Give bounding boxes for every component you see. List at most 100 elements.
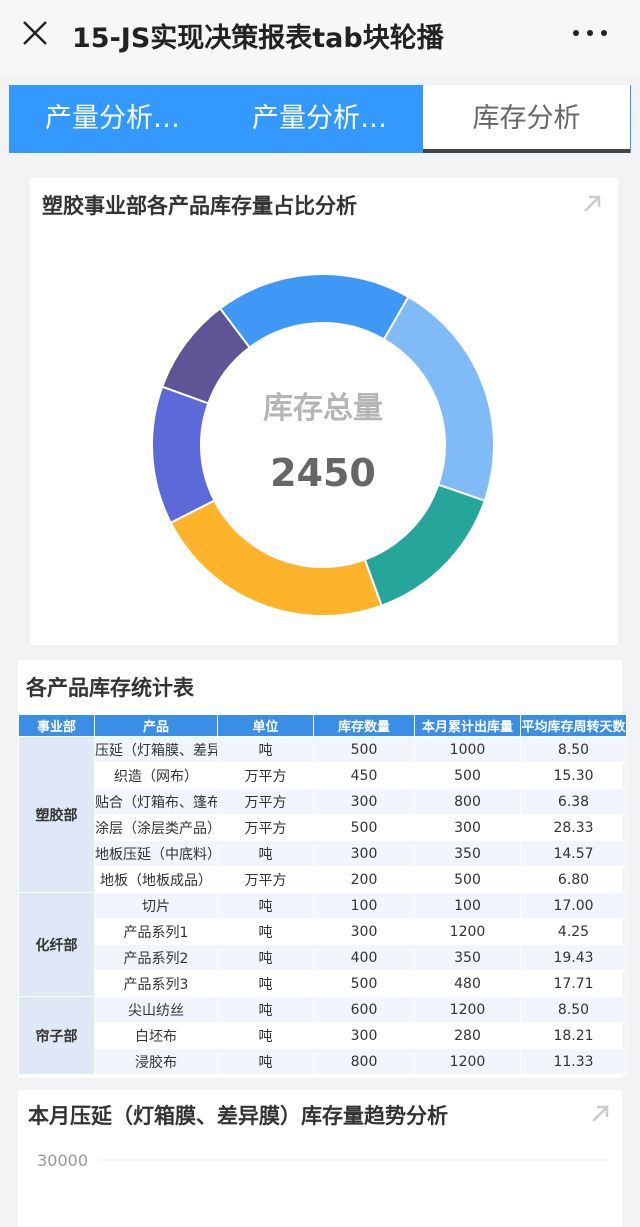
table-row: 产品系列3 吨 500 480 17.71 xyxy=(19,970,627,997)
table-cell: 15.30 xyxy=(520,762,627,789)
table-row: 浸胶布吨 800 1200 11.33 xyxy=(19,1048,627,1075)
card-title: 塑胶事业部各产品库存量占比分析 xyxy=(42,194,357,218)
table-cell: 6.38 xyxy=(520,788,627,815)
table-cell: 500 xyxy=(313,970,415,997)
table-row: 帘子部 尖山纺丝吨 600 1200 8.50 xyxy=(18,996,627,1075)
column-header: 单位 xyxy=(217,714,314,737)
table-cell: 吨 xyxy=(217,918,314,945)
table-cell: 织造（网布） xyxy=(94,762,218,789)
donut-segment xyxy=(169,499,383,617)
table-cell: 280 xyxy=(414,1022,521,1049)
column-header: 库存数量 xyxy=(313,714,415,737)
table-cell: 8.50 xyxy=(520,736,627,763)
donut-segment xyxy=(218,273,410,349)
table-row: 涂层（涂层类产品） 万平方 500 300 28.33 xyxy=(19,814,627,841)
table-cell: 压延（灯箱膜、差异膜） xyxy=(94,736,218,763)
group-cell: 塑胶部 xyxy=(18,736,95,893)
table-cell: 18.21 xyxy=(520,1022,627,1049)
table-cell: 涂层（涂层类产品） xyxy=(94,814,218,841)
trend-chart: 30000 xyxy=(37,1151,608,1170)
y-tick-label: 30000 xyxy=(37,1151,88,1170)
donut-segment xyxy=(151,385,216,525)
table-cell: 300 xyxy=(313,840,415,867)
table-row: 化纤部 切片吨 100 100 17.00 xyxy=(18,892,627,997)
table-cell: 17.71 xyxy=(520,970,627,997)
table-cell: 14.57 xyxy=(520,840,627,867)
more-icon[interactable] xyxy=(572,28,608,38)
table-cell: 1200 xyxy=(414,996,521,1023)
group-cell: 化纤部 xyxy=(18,892,95,997)
table-cell: 600 xyxy=(313,996,415,1023)
table-cell: 产品系列1 xyxy=(94,918,218,945)
table-cell: 300 xyxy=(313,788,415,815)
table-cell: 19.43 xyxy=(520,944,627,971)
table-cell: 尖山纺丝 xyxy=(94,996,218,1023)
page-title: 15-JS实现决策报表tab块轮播 xyxy=(72,23,444,54)
tab[interactable]: 库存分析 xyxy=(423,85,630,153)
header-row: 事业部 产品 单位 库存数量 本月累计出库量 平均库存周转天数 xyxy=(18,714,627,737)
donut-segment xyxy=(363,483,486,607)
expand-icon[interactable] xyxy=(582,194,602,214)
column-header: 事业部 xyxy=(18,714,95,737)
table-cell: 350 xyxy=(414,840,521,867)
table-cell: 450 xyxy=(313,762,415,789)
table-cell: 吨 xyxy=(217,1048,314,1075)
table-cell: 吨 xyxy=(217,970,314,997)
donut-chart: 库存总量 2450 xyxy=(151,273,495,617)
table-row: 白坯布吨 300 280 18.21 xyxy=(19,1022,627,1049)
table-cell: 地板（地板成品） xyxy=(94,866,218,893)
table-cell: 480 xyxy=(414,970,521,997)
table-cell: 吨 xyxy=(217,944,314,971)
table-cell: 贴合（灯箱布、篷布） xyxy=(94,788,218,815)
table-cell: 300 xyxy=(313,1022,415,1049)
trend-card: 本月压延（灯箱膜、差异膜）库存量趋势分析 30000 xyxy=(18,1090,622,1227)
table-cell: 吨 xyxy=(217,840,314,867)
stock-table: 事业部产品单位库存数量本月累计出库量平均库存周转天数塑胶部压延（灯箱膜、差异膜）… xyxy=(18,714,627,1075)
table-cell: 100 xyxy=(414,892,521,919)
table-cell: 17.00 xyxy=(520,892,627,919)
close-icon[interactable] xyxy=(22,20,48,46)
table-row: 地板压延（中底料）吨 300 350 14.57 xyxy=(19,840,627,867)
table-cell: 300 xyxy=(414,814,521,841)
table-cell: 8.50 xyxy=(520,996,627,1023)
expand-icon[interactable] xyxy=(590,1104,610,1124)
table-cell: 11.33 xyxy=(520,1048,627,1075)
table-cell: 800 xyxy=(414,788,521,815)
column-header: 产品 xyxy=(94,714,218,737)
column-header: 平均库存周转天数 xyxy=(520,714,627,737)
group-cell: 帘子部 xyxy=(18,996,95,1075)
tab[interactable]: 产量分析… xyxy=(45,103,180,134)
table-cell: 500 xyxy=(414,866,521,893)
table-row: 产品系列1 吨 300 1200 4.25 xyxy=(19,918,627,945)
table-cell: 200 xyxy=(313,866,415,893)
center-label: 库存总量 xyxy=(263,391,383,426)
table-cell: 500 xyxy=(313,814,415,841)
table-row: 织造（网布） 万平方 450 500 15.30 xyxy=(19,762,627,789)
table-cell: 4.25 xyxy=(520,918,627,945)
table-cell: 浸胶布 xyxy=(94,1048,218,1075)
table-row: 地板（地板成品） 万平方 200 500 6.80 xyxy=(19,866,627,893)
table-cell: 400 xyxy=(313,944,415,971)
table-cell: 产品系列2 xyxy=(94,944,218,971)
table-cell: 白坯布 xyxy=(94,1022,218,1049)
table-cell: 万平方 xyxy=(217,788,314,815)
card-title: 各产品库存统计表 xyxy=(26,676,194,700)
table-cell: 1000 xyxy=(414,736,521,763)
table-cell: 800 xyxy=(313,1048,415,1075)
donut-segment xyxy=(382,295,495,502)
table-cell: 切片 xyxy=(94,892,218,919)
card-title: 本月压延（灯箱膜、差异膜）库存量趋势分析 xyxy=(28,1104,448,1128)
tab-bar: 产量分析… 产量分析… 库存分析 xyxy=(9,85,631,153)
table-cell: 500 xyxy=(414,762,521,789)
table-cell: 万平方 xyxy=(217,762,314,789)
table-cell: 6.80 xyxy=(520,866,627,893)
table-cell: 产品系列3 xyxy=(94,970,218,997)
table-cell: 300 xyxy=(313,918,415,945)
table-cell: 吨 xyxy=(217,736,314,763)
table-cell: 吨 xyxy=(217,996,314,1023)
table-cell: 350 xyxy=(414,944,521,971)
table-cell: 万平方 xyxy=(217,814,314,841)
tab[interactable]: 产量分析… xyxy=(252,103,387,134)
